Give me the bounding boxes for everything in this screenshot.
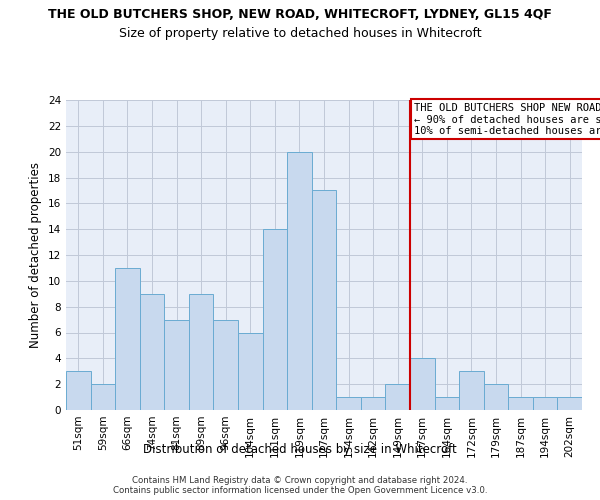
Bar — [557, 397, 582, 410]
Text: Size of property relative to detached houses in Whitecroft: Size of property relative to detached ho… — [119, 28, 481, 40]
Bar — [484, 384, 508, 410]
Text: Contains HM Land Registry data © Crown copyright and database right 2024.
Contai: Contains HM Land Registry data © Crown c… — [113, 476, 487, 495]
Text: THE OLD BUTCHERS SHOP, NEW ROAD, WHITECROFT, LYDNEY, GL15 4QF: THE OLD BUTCHERS SHOP, NEW ROAD, WHITECR… — [48, 8, 552, 20]
Bar — [459, 371, 484, 410]
Bar — [508, 397, 533, 410]
Bar — [238, 332, 263, 410]
Bar — [140, 294, 164, 410]
Bar — [336, 397, 361, 410]
Bar — [66, 371, 91, 410]
Bar — [115, 268, 140, 410]
Bar — [434, 397, 459, 410]
Bar — [164, 320, 189, 410]
Text: Distribution of detached houses by size in Whitecroft: Distribution of detached houses by size … — [143, 442, 457, 456]
Bar — [361, 397, 385, 410]
Bar — [312, 190, 336, 410]
Bar — [91, 384, 115, 410]
Text: THE OLD BUTCHERS SHOP NEW ROAD: 154sqm
← 90% of detached houses are smaller (108: THE OLD BUTCHERS SHOP NEW ROAD: 154sqm ←… — [413, 102, 600, 136]
Bar — [214, 320, 238, 410]
Bar — [410, 358, 434, 410]
Bar — [189, 294, 214, 410]
Bar — [287, 152, 312, 410]
Bar — [385, 384, 410, 410]
Bar — [263, 229, 287, 410]
Bar — [533, 397, 557, 410]
Y-axis label: Number of detached properties: Number of detached properties — [29, 162, 43, 348]
